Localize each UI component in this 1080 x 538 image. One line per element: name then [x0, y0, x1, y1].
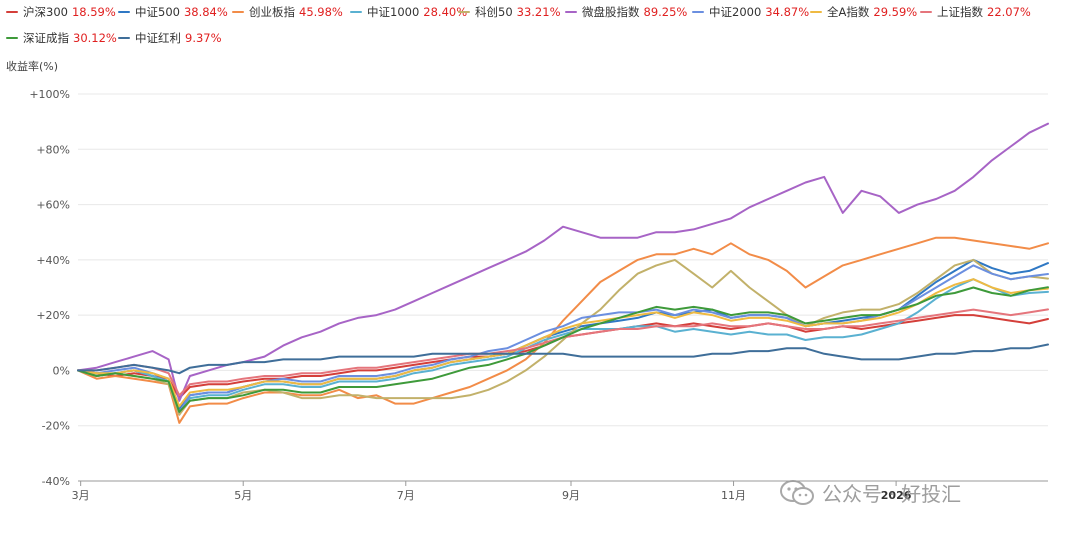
legend-swatch	[692, 10, 704, 14]
y-tick-label: +40%	[36, 254, 70, 267]
legend-item[interactable]: 上证指数 22.07%	[920, 4, 1031, 20]
legend-item[interactable]: 微盘股指数 89.25%	[565, 4, 687, 20]
y-tick-label: -40%	[42, 475, 70, 488]
y-tick-label: 0%	[53, 364, 70, 377]
legend-label: 中证2000	[709, 5, 762, 19]
legend-return: 89.25%	[643, 5, 688, 19]
legend-return: 18.59%	[71, 5, 116, 19]
legend-item[interactable]: 全A指数 29.59%	[810, 4, 917, 20]
legend-item[interactable]: 中证2000 34.87%	[692, 4, 809, 20]
legend-return: 33.21%	[516, 5, 561, 19]
legend-swatch	[565, 10, 577, 14]
legend-return: 22.07%	[987, 5, 1031, 19]
legend-item[interactable]: 中证红利 9.37%	[118, 30, 222, 46]
series-line-全A指数[interactable]	[77, 278, 1049, 408]
legend-label: 中证1000	[367, 5, 420, 19]
x-tick-label: 7月	[397, 489, 415, 502]
legend-return: 29.59%	[873, 5, 918, 19]
legend-return: 28.40%	[423, 5, 468, 19]
y-tick-label: +20%	[36, 309, 70, 322]
legend-item[interactable]: 沪深300 18.59%	[6, 4, 116, 20]
wechat-icon	[780, 479, 814, 505]
x-tick-label: 9月	[562, 489, 580, 502]
legend-swatch	[118, 36, 130, 40]
y-tick-label: +80%	[36, 143, 70, 156]
x-tick-label: 5月	[234, 489, 252, 502]
x-tick-label: 3月	[72, 489, 90, 502]
legend-swatch	[118, 10, 130, 14]
x-tick-label: 11月	[721, 489, 746, 502]
legend-label: 创业板指	[249, 5, 295, 19]
legend-label: 微盘股指数	[582, 5, 640, 19]
legend-label: 中证红利	[135, 31, 181, 45]
legend-item[interactable]: 深证成指 30.12%	[6, 30, 117, 46]
legend-swatch	[810, 10, 822, 14]
legend-swatch	[232, 10, 244, 14]
axes: +100% +80% +60% +40% +20% 0% -20% -40%3月 5月 7月 9月 1…	[29, 88, 1048, 502]
series-line-沪深300[interactable]	[77, 314, 1049, 400]
y-axis-label: 收益率(%)	[6, 60, 59, 73]
legend-label: 中证500	[135, 5, 180, 19]
legend-label: 沪深300	[23, 5, 68, 19]
legend-label: 深证成指	[23, 31, 69, 45]
series-line-中证红利[interactable]	[77, 343, 1049, 375]
legend-item[interactable]: 中证500 38.84%	[118, 4, 228, 20]
watermark: 公众号 · 好投汇	[780, 478, 961, 507]
legend-return: 45.98%	[299, 5, 343, 19]
legend-swatch	[350, 10, 362, 14]
legend-return: 38.84%	[183, 5, 228, 19]
legend-swatch	[458, 10, 470, 14]
x-tick-label: 2026	[881, 489, 912, 502]
legend-swatch	[6, 10, 18, 14]
series-line-上证指数[interactable]	[77, 308, 1049, 397]
legend-return: 9.37%	[185, 31, 222, 45]
legend-swatch	[6, 36, 18, 40]
series-lines	[77, 122, 1049, 424]
y-tick-label: -20%	[42, 420, 70, 433]
legend: 沪深300 18.59% 中证500 38.84% 创业板指 45.98% 中证1000 28…	[0, 0, 1080, 50]
series-line-创业板指[interactable]	[77, 236, 1049, 424]
legend-label: 科创50	[475, 5, 513, 19]
grid-lines	[78, 93, 1048, 482]
legend-label: 全A指数	[827, 5, 870, 19]
legend-item[interactable]: 科创50 33.21%	[458, 4, 561, 20]
y-tick-label: +100%	[29, 88, 70, 101]
series-line-中证1000[interactable]	[77, 278, 1049, 416]
legend-item[interactable]: 创业板指 45.98%	[232, 4, 343, 20]
legend-return: 34.87%	[765, 5, 810, 19]
watermark-text: 公众号 · 好投汇	[822, 482, 962, 506]
legend-item[interactable]: 中证1000 28.40%	[350, 4, 467, 20]
y-tick-label: +60%	[36, 199, 70, 212]
legend-return: 30.12%	[73, 31, 117, 45]
legend-label: 上证指数	[937, 5, 983, 19]
series-line-深证成指[interactable]	[77, 286, 1049, 413]
legend-swatch	[920, 10, 932, 14]
